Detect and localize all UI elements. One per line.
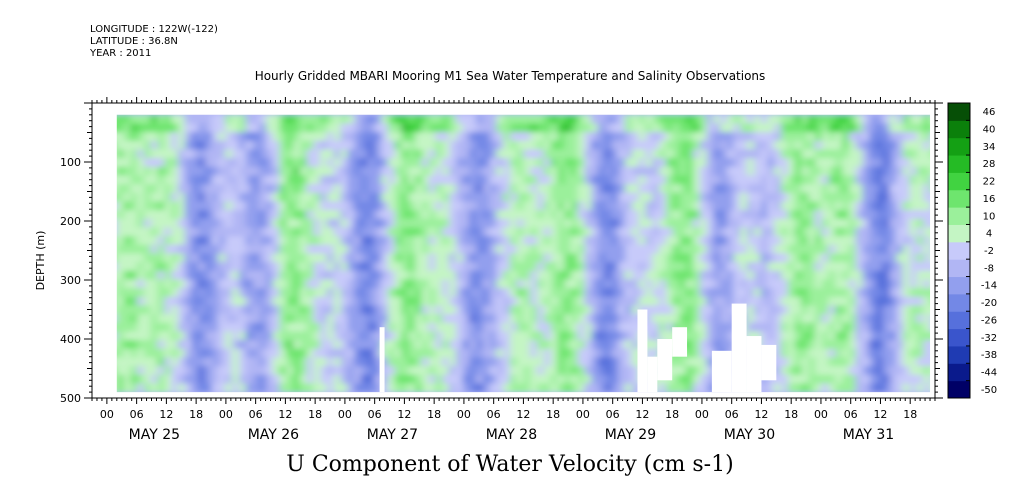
colorbar-label: 16 [983, 194, 996, 205]
missing-data-region [761, 344, 777, 381]
y-axis-label: DEPTH (m) [34, 231, 47, 291]
year-label: YEAR : 2011 [90, 48, 152, 59]
chart-title: U Component of Water Velocity (cm s-1) [286, 452, 734, 477]
x-hour-tick-label: 18 [784, 408, 798, 421]
colorbar-swatch [948, 103, 970, 121]
y-tick-label: 200 [60, 215, 81, 228]
metadata-block: LONGITUDE : 122W(-122) LATITUDE : 36.8N … [90, 24, 218, 60]
x-day-label: MAY 25 [129, 427, 180, 443]
colorbar-swatch [948, 363, 970, 382]
x-day-label: MAY 29 [605, 427, 656, 443]
colorbar-swatch [948, 380, 970, 399]
x-day-label: MAY 30 [724, 427, 775, 443]
x-hour-tick-label: 06 [368, 408, 382, 421]
missing-data-region [657, 339, 673, 381]
colorbar-swatch [948, 293, 970, 312]
x-hour-tick-label: 06 [487, 408, 501, 421]
missing-data-region [731, 303, 747, 393]
heatmap-field [116, 114, 931, 393]
missing-data-region [379, 327, 385, 393]
missing-data-region [647, 356, 658, 393]
colorbar-label: 4 [986, 229, 992, 240]
longitude-label: LONGITUDE : 122W(-122) [90, 24, 218, 35]
colorbar-label: -38 [981, 350, 997, 361]
x-hour-tick-label: 00 [457, 408, 471, 421]
colorbar-swatch [948, 189, 970, 208]
x-day-label: MAY 28 [486, 427, 537, 443]
colorbar-swatch [948, 345, 970, 364]
colorbar-label: 28 [983, 159, 996, 170]
colorbar-swatch [948, 259, 970, 278]
colorbar-swatch [948, 172, 970, 191]
colorbar-swatch [948, 276, 970, 295]
x-hour-tick-label: 06 [844, 408, 858, 421]
colorbar-swatch [948, 311, 970, 330]
x-hour-tick-label: 06 [606, 408, 620, 421]
colorbar-label: -20 [981, 298, 997, 309]
x-hour-tick-label: 00 [576, 408, 590, 421]
x-hour-tick-label: 12 [635, 408, 649, 421]
x-hour-tick-label: 18 [308, 408, 322, 421]
missing-data-layer [379, 303, 777, 393]
x-hour-tick-label: 06 [130, 408, 144, 421]
colorbar-label: 46 [983, 107, 996, 118]
missing-data-region [637, 309, 648, 393]
x-hour-tick-label: 12 [159, 408, 173, 421]
colorbar-label: -26 [981, 315, 997, 326]
missing-data-region [711, 350, 732, 393]
colorbar-label: -14 [981, 281, 997, 292]
colorbar-swatch [948, 137, 970, 156]
x-hour-tick-label: 00 [814, 408, 828, 421]
colorbar-label: -2 [984, 246, 994, 257]
missing-data-region [672, 327, 688, 357]
x-hour-tick-label: 18 [546, 408, 560, 421]
x-hour-tick-label: 18 [427, 408, 441, 421]
colorbar-swatch [948, 328, 970, 347]
x-day-label: MAY 26 [248, 427, 299, 443]
colorbar-swatch [948, 120, 970, 139]
x-hour-tick-label: 06 [249, 408, 263, 421]
colorbar: 46 40 34 28 22 16 10 4 -2 -8 -14 -20 -26 -32 -38 -44 -50 [947, 102, 997, 399]
x-day-label: MAY 31 [843, 427, 894, 443]
missing-data-region [746, 336, 762, 393]
x-hour-tick-label: 12 [397, 408, 411, 421]
x-hour-tick-label: 18 [903, 408, 917, 421]
colorbar-swatch [948, 241, 970, 260]
x-hour-tick-label: 00 [219, 408, 233, 421]
colorbar-label: 34 [983, 142, 996, 153]
y-tick-label: 300 [60, 274, 81, 287]
colorbar-label: 10 [983, 211, 996, 222]
x-hour-tick-label: 12 [873, 408, 887, 421]
colorbar-label: -44 [981, 367, 997, 378]
colorbar-label: 22 [983, 177, 996, 188]
x-day-label: MAY 27 [367, 427, 418, 443]
y-tick-label: 100 [60, 156, 81, 169]
x-hour-tick-label: 00 [338, 408, 352, 421]
x-hour-tick-label: 12 [754, 408, 768, 421]
x-hour-tick-label: 12 [516, 408, 530, 421]
x-hour-tick-label: 18 [665, 408, 679, 421]
colorbar-swatch [948, 207, 970, 225]
chart-subtitle: Hourly Gridded MBARI Mooring M1 Sea Wate… [254, 69, 766, 83]
colorbar-swatch [948, 155, 970, 173]
colorbar-swatch [948, 224, 970, 243]
x-hour-tick-label: 12 [278, 408, 292, 421]
x-hour-tick-label: 06 [725, 408, 739, 421]
x-hour-tick-label: 18 [189, 408, 203, 421]
y-tick-label: 400 [60, 333, 81, 346]
x-hour-tick-label: 00 [100, 408, 114, 421]
latitude-label: LATITUDE : 36.8N [90, 36, 178, 47]
colorbar-label: -32 [981, 333, 997, 344]
colorbar-label: -50 [981, 385, 997, 396]
x-hour-tick-label: 00 [695, 408, 709, 421]
plot-axes: 00 06 12 18 00 06 12 18 00 06 12 18 00 06 12 18 00 06 12 18… [34, 97, 943, 443]
colorbar-label: -8 [984, 263, 994, 274]
colorbar-label: 40 [983, 125, 996, 136]
y-tick-label: 500 [60, 392, 81, 405]
